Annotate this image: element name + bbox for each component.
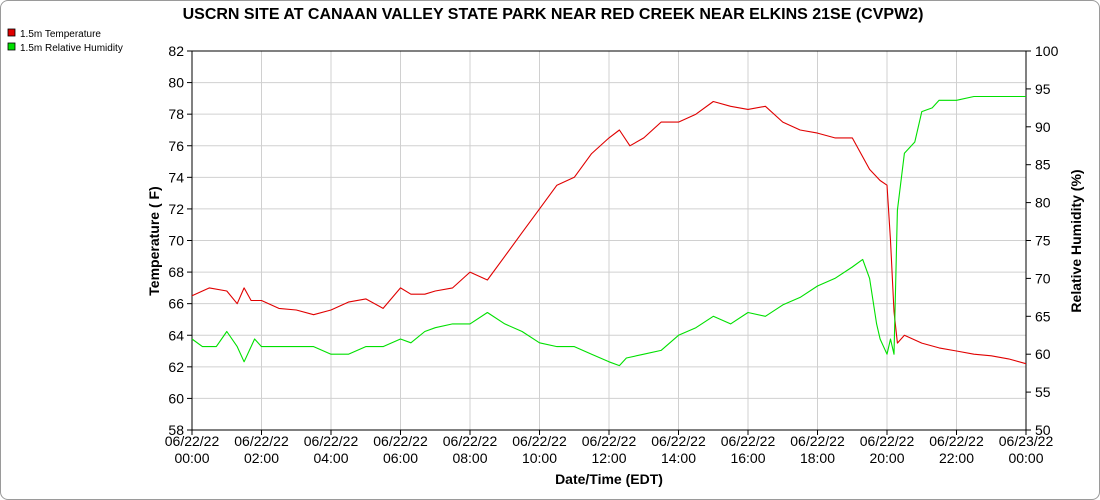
x-tick-time: 12:00 [591, 450, 626, 466]
y-tick-label: 80 [168, 75, 184, 91]
x-tick-date: 06/22/22 [929, 433, 984, 449]
y-tick-label: 58 [168, 422, 184, 438]
y-axis-label: Temperature ( F) [146, 186, 162, 295]
y-tick-label: 60 [168, 390, 184, 406]
y2-tick-label: 95 [1035, 81, 1051, 97]
x-tick-date: 06/23/22 [999, 433, 1054, 449]
x-tick-time: 16:00 [730, 450, 765, 466]
y2-tick-label: 60 [1035, 346, 1051, 362]
x-tick-date: 06/22/22 [512, 433, 567, 449]
y2-tick-label: 55 [1035, 384, 1051, 400]
y-tick-label: 64 [168, 327, 184, 343]
y2-axis-label: Relative Humidity (%) [1068, 169, 1084, 312]
gridlines [192, 51, 1026, 430]
x-tick-time: 02:00 [244, 450, 279, 466]
x-tick-time: 00:00 [174, 450, 209, 466]
x-tick-time: 10:00 [522, 450, 557, 466]
y2-tick-label: 80 [1035, 195, 1051, 211]
legend-label-humidity: 1.5m Relative Humidity [20, 43, 123, 54]
legend: 1.5m Temperature 1.5m Relative Humidity [7, 28, 123, 54]
axis-ticks: 58 60 62 64 66 68 70 72 74 76 78 80 82 50 55 60 65 70 75 80… [165, 43, 1059, 466]
x-tick-time: 22:00 [939, 450, 974, 466]
series-line-humidity [191, 95, 1026, 367]
legend-swatch-humidity [7, 42, 16, 51]
chart-title: USCRN SITE AT CANAAN VALLEY STATE PARK N… [183, 6, 924, 23]
x-tick-date: 06/22/22 [582, 433, 637, 449]
x-tick-time: 14:00 [661, 450, 696, 466]
x-tick-date: 06/22/22 [373, 433, 428, 449]
y2-tick-label: 70 [1035, 270, 1051, 286]
x-tick-date: 06/22/22 [165, 433, 220, 449]
y-tick-label: 62 [168, 359, 184, 375]
x-tick-time: 00:00 [1008, 450, 1043, 466]
x-tick-date: 06/22/22 [790, 433, 845, 449]
y-tick-label: 82 [168, 43, 184, 59]
y2-tick-label: 100 [1035, 43, 1059, 59]
y-tick-label: 74 [168, 169, 184, 185]
series-line-temperature [191, 100, 1027, 365]
x-tick-date: 06/22/22 [234, 433, 289, 449]
x-tick-date: 06/22/22 [651, 433, 706, 449]
legend-label-temperature: 1.5m Temperature [20, 29, 101, 40]
y-tick-label: 76 [168, 138, 184, 154]
x-tick-date: 06/22/22 [721, 433, 776, 449]
x-tick-time: 18:00 [800, 450, 835, 466]
y-tick-label: 72 [168, 201, 184, 217]
x-tick-time: 04:00 [313, 450, 348, 466]
x-tick-time: 20:00 [869, 450, 904, 466]
x-axis-label: Date/Time (EDT) [555, 471, 663, 487]
x-tick-time: 08:00 [452, 450, 487, 466]
y-tick-label: 70 [168, 233, 184, 249]
series-layer [191, 95, 1027, 367]
y2-tick-label: 85 [1035, 157, 1051, 173]
y2-tick-label: 75 [1035, 233, 1051, 249]
y-tick-label: 68 [168, 264, 184, 280]
y2-tick-label: 50 [1035, 422, 1051, 438]
legend-swatch-temperature [7, 28, 16, 37]
x-tick-date: 06/22/22 [443, 433, 498, 449]
y-tick-label: 78 [168, 106, 184, 122]
y-tick-label: 66 [168, 296, 184, 312]
x-tick-date: 06/22/22 [304, 433, 359, 449]
x-tick-date: 06/22/22 [860, 433, 915, 449]
x-tick-time: 06:00 [383, 450, 418, 466]
y2-tick-label: 65 [1035, 308, 1051, 324]
y2-tick-label: 90 [1035, 119, 1051, 135]
